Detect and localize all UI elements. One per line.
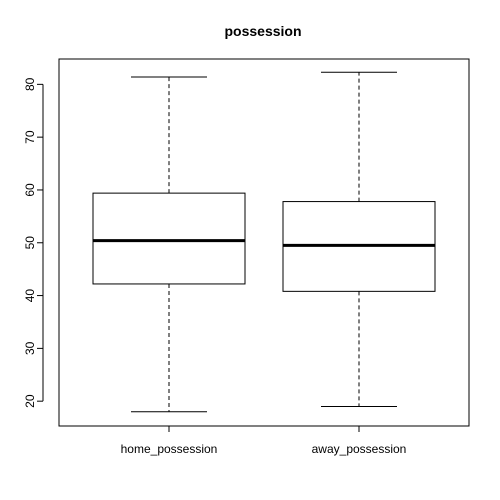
y-axis: 20 30 40 50 60 70 80 (23, 77, 44, 408)
y-tick-label: 70 (23, 130, 37, 144)
box-away_possession (282, 71, 436, 407)
box-home_possession (92, 76, 246, 413)
y-tick-label: 80 (23, 77, 37, 91)
x-tick-label: away_possession (312, 442, 407, 456)
y-tick-label: 40 (23, 289, 37, 303)
iqr-box (92, 192, 246, 285)
x-axis: home_possession away_possession (121, 425, 407, 456)
y-tick-label: 30 (23, 341, 37, 355)
y-tick-label: 20 (23, 394, 37, 408)
y-tick-label: 50 (23, 236, 37, 250)
y-tick-label: 60 (23, 183, 37, 197)
chart-title: possession (224, 23, 301, 39)
boxes-group (92, 71, 436, 413)
x-tick-label: home_possession (121, 442, 218, 456)
